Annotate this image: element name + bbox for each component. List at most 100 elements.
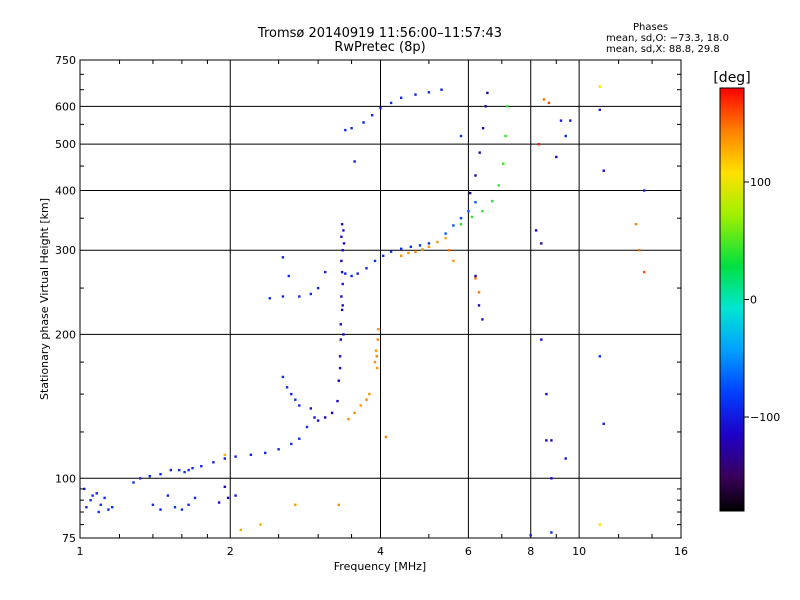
echo-point bbox=[187, 503, 190, 506]
echo-point bbox=[337, 503, 340, 506]
echo-point bbox=[338, 355, 342, 358]
x-tick-label: 16 bbox=[674, 545, 688, 558]
colorbar-tick-label: 100 bbox=[750, 176, 771, 189]
stats-o-mode: mean, sd,O: −73.3, 18.0 bbox=[606, 33, 729, 44]
echo-point bbox=[264, 451, 267, 455]
echo-point bbox=[344, 272, 347, 275]
echo-point bbox=[223, 457, 226, 460]
echo-point bbox=[316, 286, 320, 290]
echo-point bbox=[474, 201, 477, 204]
stats-x-mode: mean, sd,X: 88.8, 29.8 bbox=[606, 44, 720, 55]
y-tick-label: 200 bbox=[55, 328, 76, 341]
echo-point bbox=[359, 404, 362, 407]
echo-point bbox=[159, 473, 162, 476]
echo-point bbox=[159, 508, 162, 511]
echo-point bbox=[481, 127, 485, 130]
echo-point bbox=[374, 349, 378, 352]
echo-point bbox=[444, 232, 447, 235]
echo-point bbox=[502, 162, 505, 165]
x-tick-label: 8 bbox=[527, 545, 534, 558]
echo-point bbox=[384, 435, 388, 439]
echo-point bbox=[223, 485, 226, 488]
echo-point bbox=[350, 127, 353, 130]
echo-point bbox=[89, 499, 92, 502]
echo-point bbox=[148, 475, 151, 478]
echo-point bbox=[239, 528, 242, 532]
echo-point bbox=[324, 270, 327, 274]
echo-point bbox=[347, 417, 350, 421]
y-tick-label: 100 bbox=[55, 472, 76, 485]
echo-point bbox=[344, 128, 347, 132]
echo-point bbox=[598, 108, 601, 111]
echo-point bbox=[340, 259, 343, 263]
echo-point bbox=[389, 250, 393, 253]
echo-point bbox=[294, 503, 297, 506]
echo-point bbox=[474, 174, 477, 177]
echo-point bbox=[414, 250, 417, 253]
echo-point bbox=[107, 508, 110, 511]
echo-point bbox=[427, 245, 431, 248]
echo-point bbox=[379, 106, 382, 110]
echo-point bbox=[414, 93, 417, 96]
echo-point bbox=[559, 119, 563, 122]
echo-point bbox=[309, 407, 312, 410]
y-axis-label: Stationary phase Virtual Height [km] bbox=[38, 198, 51, 400]
echo-point bbox=[550, 477, 553, 480]
echo-point bbox=[481, 318, 484, 321]
echo-point bbox=[95, 492, 98, 495]
echo-point bbox=[298, 404, 301, 407]
y-tick-label: 400 bbox=[55, 184, 76, 197]
echo-point bbox=[474, 277, 477, 280]
colorbar-ticks: 100 0 −100 bbox=[744, 176, 780, 424]
echo-point bbox=[103, 496, 106, 500]
echo-point bbox=[259, 523, 262, 526]
echo-point bbox=[477, 304, 481, 307]
echo-point bbox=[169, 468, 172, 472]
y-tick-label: 750 bbox=[55, 54, 76, 67]
echo-point bbox=[477, 291, 481, 294]
echo-point bbox=[111, 506, 114, 509]
echo-point bbox=[459, 217, 463, 220]
echo-point bbox=[290, 392, 293, 396]
echo-point bbox=[187, 468, 190, 472]
echo-point bbox=[452, 224, 455, 227]
echo-point bbox=[481, 210, 484, 213]
echo-point bbox=[407, 251, 410, 255]
echo-point bbox=[281, 256, 285, 259]
echo-point bbox=[132, 481, 135, 484]
colorbar-tick-label: −100 bbox=[750, 411, 780, 424]
echo-point bbox=[448, 249, 451, 252]
echo-point bbox=[217, 501, 221, 504]
echo-point bbox=[459, 134, 463, 138]
echo-point bbox=[540, 338, 543, 341]
echo-point bbox=[324, 416, 327, 419]
echo-point bbox=[340, 308, 344, 312]
echo-point bbox=[598, 355, 601, 358]
echo-point bbox=[467, 210, 470, 213]
echo-point bbox=[183, 470, 186, 474]
stats-title: Phases bbox=[633, 22, 669, 33]
colorbar-tick-label: 0 bbox=[750, 294, 757, 307]
echo-point bbox=[340, 270, 344, 274]
echo-point bbox=[298, 295, 301, 298]
echo-point bbox=[484, 105, 487, 108]
echo-point bbox=[529, 534, 532, 537]
echo-point bbox=[444, 236, 447, 240]
echo-point bbox=[341, 304, 344, 307]
echo-point bbox=[478, 151, 481, 154]
echo-point bbox=[294, 398, 297, 401]
echo-point bbox=[340, 223, 344, 226]
echo-point bbox=[376, 338, 379, 341]
echo-point bbox=[638, 249, 641, 252]
echo-point bbox=[602, 422, 605, 425]
echo-point bbox=[418, 244, 422, 247]
echo-point bbox=[371, 114, 374, 117]
echo-point bbox=[336, 399, 339, 403]
x-tick-label: 2 bbox=[227, 545, 234, 558]
echo-point bbox=[200, 465, 203, 468]
echo-point bbox=[226, 496, 230, 500]
echo-point bbox=[400, 247, 403, 250]
echo-point bbox=[421, 248, 424, 251]
x-tick-label: 6 bbox=[465, 545, 472, 558]
echo-point bbox=[362, 121, 365, 124]
